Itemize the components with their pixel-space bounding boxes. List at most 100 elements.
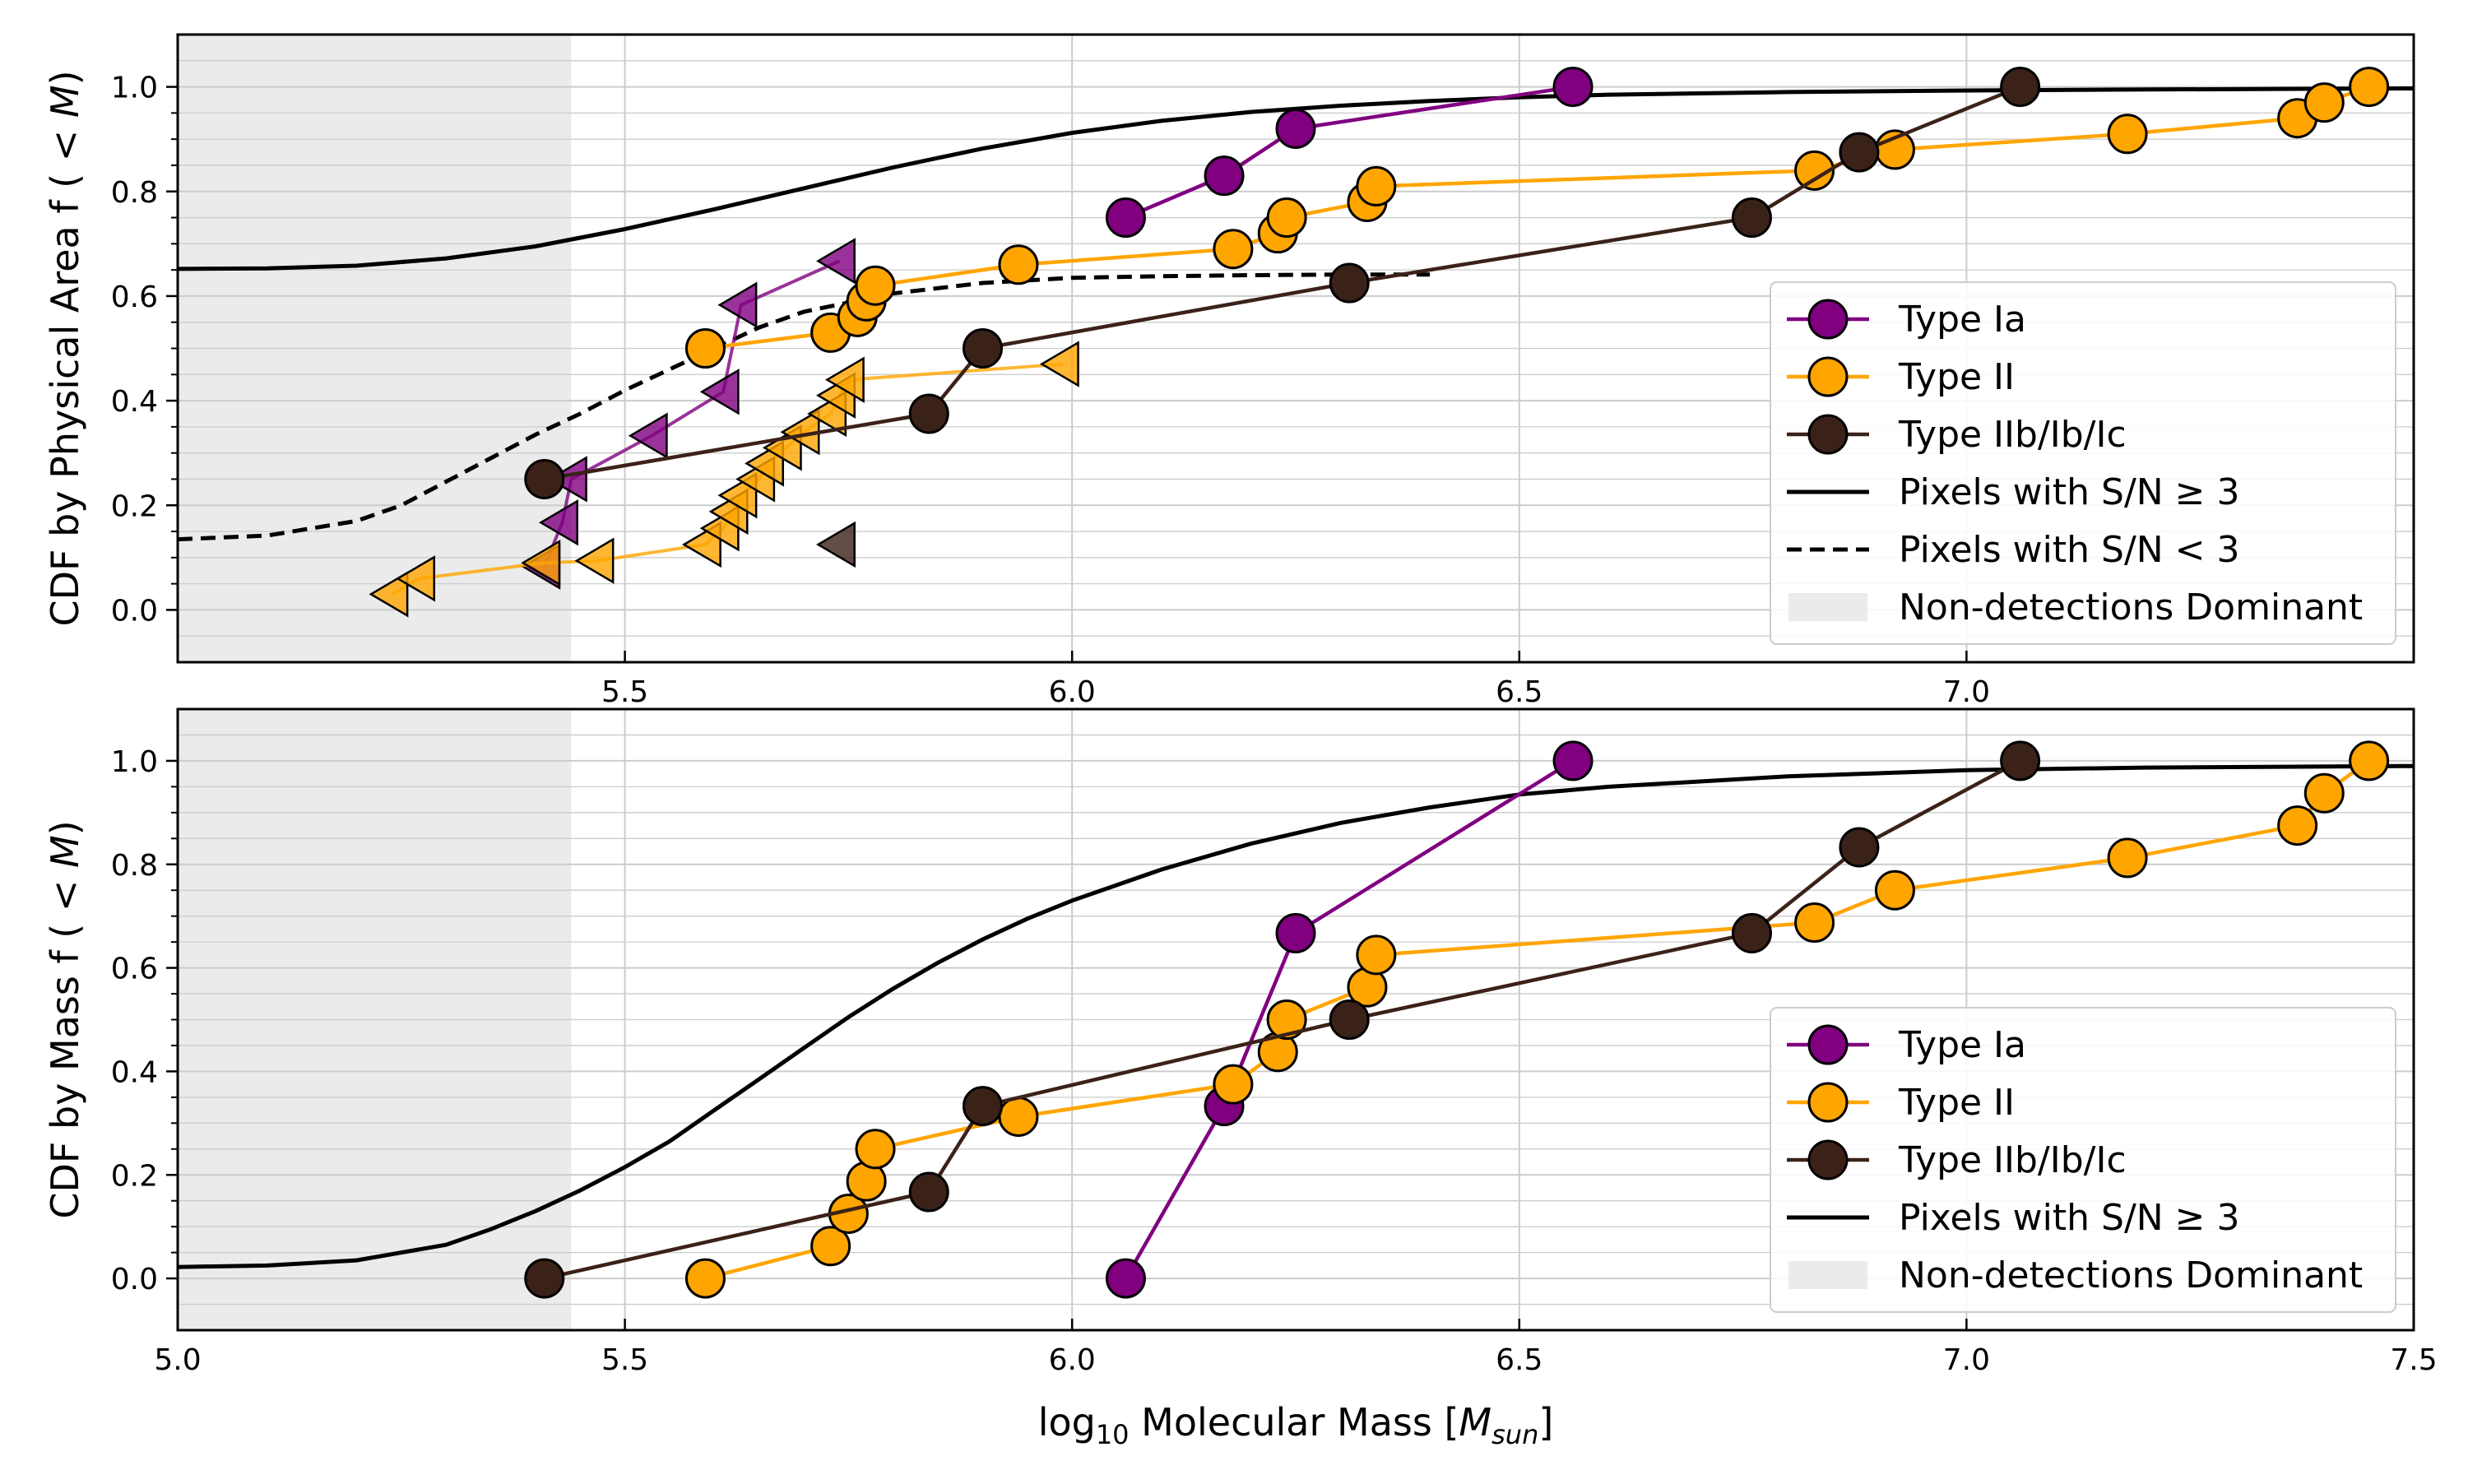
legend-marker bbox=[1807, 356, 1849, 397]
data-point bbox=[1329, 999, 1370, 1040]
y-tick-label: 0.0 bbox=[111, 1263, 158, 1296]
data-point bbox=[962, 328, 1003, 369]
x-tick-label: 5.5 bbox=[601, 1343, 648, 1377]
data-point bbox=[684, 1258, 726, 1299]
legend-label: Pixels with S/N ≥ 3 bbox=[1899, 471, 2240, 513]
x-axis-title-log: log bbox=[1038, 1400, 1096, 1445]
data-point bbox=[2349, 740, 2390, 781]
data-point bbox=[1552, 67, 1594, 108]
y-axis-title: CDF by Physical Area f ( < M) bbox=[43, 70, 87, 626]
legend-marker bbox=[1807, 1139, 1849, 1180]
legend-marker bbox=[1807, 1082, 1849, 1123]
data-point bbox=[1105, 1258, 1146, 1299]
data-point bbox=[684, 328, 726, 369]
x-tick-label: 7.0 bbox=[1943, 675, 1990, 709]
data-point bbox=[855, 265, 896, 306]
y-axis-title-text: CDF by Physical Area f ( < bbox=[43, 118, 87, 626]
data-point bbox=[962, 1086, 1003, 1127]
x-axis-title-sub: 10 bbox=[1096, 1419, 1130, 1450]
x-tick-label: 7.5 bbox=[2390, 1343, 2437, 1377]
legend-label: Type IIb/Ib/Ic bbox=[1898, 414, 2127, 456]
upper-limit-marker bbox=[628, 412, 668, 459]
data-point bbox=[2000, 740, 2041, 781]
y-tick-label: 0.4 bbox=[111, 385, 158, 419]
legend-patch bbox=[1788, 1261, 1867, 1289]
series-line bbox=[1125, 85, 1574, 220]
data-point bbox=[2349, 67, 2390, 108]
panel-top: 0.0 0.2 0.4 0.6 0.8 1.0 5.5 6.0 6.5 7.0 CDF by Phy… bbox=[43, 33, 2415, 709]
data-point bbox=[524, 458, 565, 499]
data-point bbox=[1266, 999, 1307, 1040]
y-tick-label: 0.0 bbox=[111, 594, 158, 628]
x-tick-label: 6.5 bbox=[1496, 1343, 1542, 1377]
legend-marker bbox=[1807, 414, 1849, 455]
data-point bbox=[908, 393, 949, 434]
legend-box bbox=[1770, 1007, 2396, 1313]
upper-limit-marker bbox=[699, 369, 740, 415]
x-tick-label: 5.5 bbox=[601, 675, 648, 709]
legend-box bbox=[1770, 281, 2396, 645]
legend: Type Ia Type II Type IIb/Ib/Ic Pixels with … bbox=[1770, 1007, 2396, 1313]
legend-label: Non-detections Dominant bbox=[1899, 1254, 2363, 1296]
y-tick-label: 0.8 bbox=[111, 176, 158, 210]
x-tick-label: 7.0 bbox=[1943, 1343, 1990, 1377]
data-point bbox=[2303, 82, 2345, 123]
x-tick-label: 6.0 bbox=[1049, 675, 1096, 709]
x-axis-title-msub: sun bbox=[1491, 1419, 1538, 1450]
x-tick-label: 5.0 bbox=[154, 1343, 201, 1377]
y-axis-title: CDF by Mass f ( < M) bbox=[43, 820, 87, 1218]
y-axis-title-close: ) bbox=[43, 70, 87, 85]
legend-label: Pixels with S/N < 3 bbox=[1899, 529, 2240, 571]
y-axis-title-close: ) bbox=[43, 820, 87, 835]
y-tick-label: 0.2 bbox=[111, 489, 158, 523]
upper-limit-marker bbox=[521, 540, 561, 587]
data-point bbox=[2277, 805, 2318, 846]
x-axis-title-m: M bbox=[1459, 1400, 1491, 1445]
data-point bbox=[1874, 870, 1915, 911]
upper-limit-line bbox=[542, 259, 841, 568]
x-axis-title-text: Molecular Mass [ bbox=[1130, 1400, 1459, 1445]
upper-limit-marker bbox=[574, 537, 615, 584]
data-point bbox=[1213, 229, 1254, 270]
legend: Type Ia Type II Type IIb/Ib/Ic Pixels with … bbox=[1770, 281, 2396, 645]
legend-label: Type II bbox=[1898, 356, 2015, 398]
data-point bbox=[1356, 934, 1397, 976]
upper-limit-marker bbox=[816, 238, 856, 285]
data-point bbox=[1266, 197, 1307, 239]
data-point bbox=[1731, 197, 1772, 239]
data-point bbox=[1794, 150, 1835, 191]
y-tick-label: 1.0 bbox=[111, 745, 158, 779]
data-point bbox=[1213, 1064, 1254, 1105]
x-tick-label: 6.5 bbox=[1496, 675, 1542, 709]
plot-area bbox=[178, 67, 2414, 618]
data-point bbox=[1794, 902, 1835, 944]
x-axis-title-close: ] bbox=[1538, 1400, 1553, 1445]
y-tick-label: 1.0 bbox=[111, 72, 158, 105]
legend-label: Type Ia bbox=[1898, 299, 2026, 341]
data-point bbox=[1731, 912, 1772, 953]
upper-limit-marker bbox=[1039, 341, 1079, 387]
upper-limit-marker bbox=[547, 456, 587, 503]
data-point bbox=[1839, 827, 1880, 868]
x-tick-label: 6.0 bbox=[1049, 1343, 1096, 1377]
curve-sn-above-3 bbox=[178, 86, 2414, 271]
legend-label: Non-detections Dominant bbox=[1899, 587, 2363, 628]
y-tick-label: 0.6 bbox=[111, 953, 158, 986]
data-point bbox=[2000, 67, 2041, 108]
legend-label: Type Ia bbox=[1898, 1024, 2026, 1066]
legend-patch bbox=[1788, 593, 1867, 621]
data-point bbox=[998, 1096, 1039, 1137]
y-axis-title-symbol: M bbox=[43, 85, 87, 118]
upper-limit-marker bbox=[816, 521, 856, 568]
data-point bbox=[998, 244, 1039, 285]
upper-limit-marker bbox=[369, 571, 409, 618]
y-tick-label: 0.8 bbox=[111, 849, 158, 883]
x-axis-title: log10 Molecular Mass [Msun] bbox=[1038, 1400, 1554, 1450]
upper-limit-marker bbox=[717, 281, 758, 328]
data-point bbox=[524, 1258, 565, 1299]
data-point bbox=[2303, 772, 2345, 814]
panel-bottom: 0.0 0.2 0.4 0.6 0.8 1.0 5.0 5.5 6.0 6.5 7.0 7.5 CDF … bbox=[43, 707, 2438, 1450]
y-tick-label: 0.2 bbox=[111, 1159, 158, 1193]
data-point bbox=[1329, 262, 1370, 304]
